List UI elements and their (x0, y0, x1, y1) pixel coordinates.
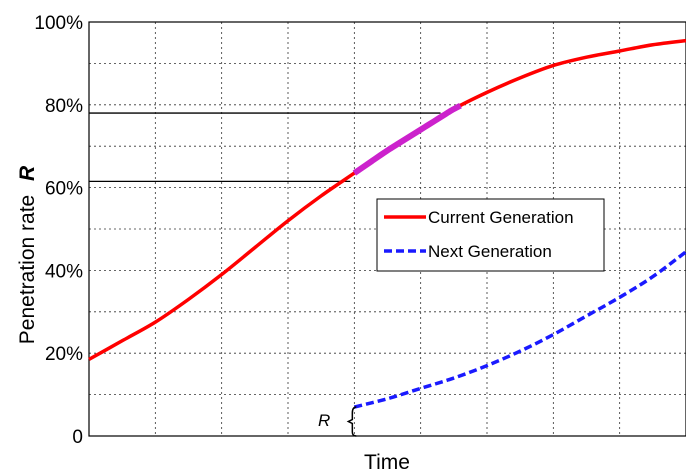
y-axis-title: Penetration rate R (16, 165, 39, 344)
plot-area-frame (88, 21, 686, 437)
x-axis-title: Time (364, 451, 410, 474)
y-axis-title-text: Penetration rate R (16, 165, 39, 344)
annotation-label: R (318, 411, 330, 430)
reference-lines (89, 112, 441, 183)
y-axis-title-words: Penetration rate (16, 195, 39, 344)
y-tick-label: 60% (45, 179, 83, 200)
legend-box (376, 198, 605, 272)
y-tick-label: 100% (34, 13, 83, 34)
y-tick-label: 20% (45, 344, 83, 365)
highlight-segment-line (352, 102, 462, 176)
y-axis-title-symbol: R (16, 165, 39, 181)
y-tick-label: 80% (45, 96, 83, 117)
legend: Current Generation Next Generation (376, 198, 605, 272)
annotation: R (318, 406, 357, 437)
series-line-next-generation (353, 250, 686, 409)
legend-label-next: Next Generation (428, 242, 552, 261)
y-tick-label: 40% (45, 261, 83, 282)
legend-label-current: Current Generation (428, 208, 574, 227)
y-axis-ticks: 0 20% 40% 60% 80% 100% (34, 13, 83, 448)
y-tick-label: 0 (72, 427, 83, 448)
highlight-segment (352, 102, 462, 176)
annotation-brace (346, 406, 357, 437)
